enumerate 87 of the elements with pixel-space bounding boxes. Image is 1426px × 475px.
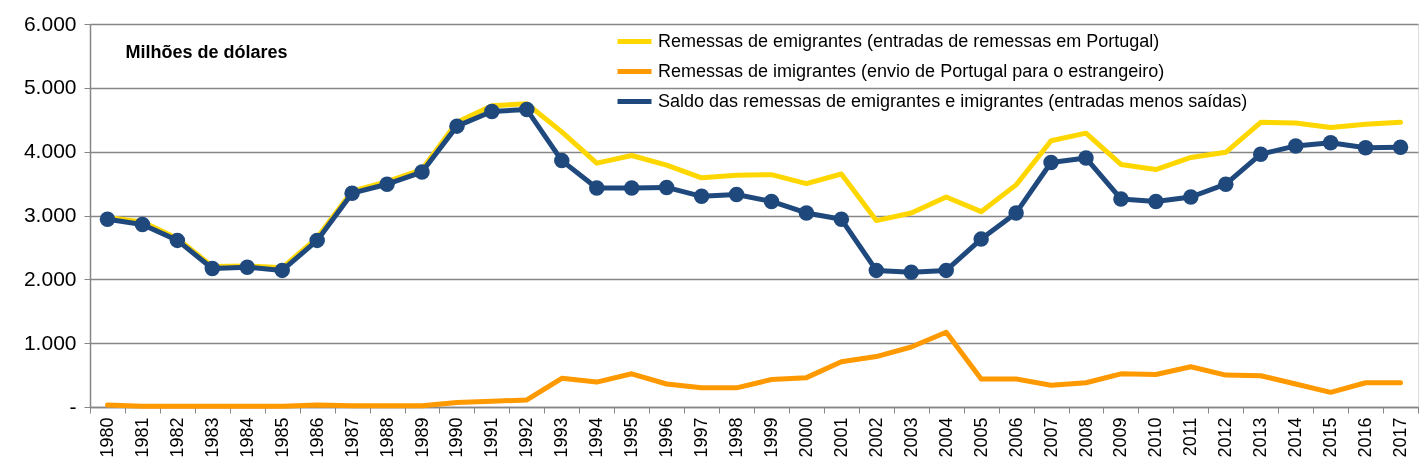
x-tick-label: 2015 [1320, 417, 1341, 458]
x-tick-label: 1982 [166, 417, 187, 458]
point [134, 216, 151, 233]
x-tick-label: 1999 [760, 417, 781, 458]
point [903, 264, 920, 281]
point [1287, 138, 1304, 154]
point [519, 101, 535, 118]
point [1113, 191, 1129, 207]
x-tick-label: 1995 [621, 417, 642, 458]
point [1148, 193, 1164, 210]
x-tick-label: 2013 [1250, 417, 1271, 458]
point [484, 103, 500, 120]
y-tick-label: 4.000 [23, 139, 77, 163]
x-tick-label: 1998 [726, 417, 747, 458]
point [169, 232, 186, 249]
point [728, 186, 745, 203]
x-tick-label: 1993 [551, 417, 572, 458]
point [973, 231, 989, 247]
point [1392, 139, 1409, 155]
y-tick-label: 1.000 [23, 330, 77, 354]
x-tick-label: 1991 [481, 417, 502, 458]
x-tick-label: 2008 [1075, 417, 1096, 458]
x-tick-label: 1981 [131, 417, 152, 458]
point [658, 179, 675, 196]
legend-label: Saldo das remessas de emigrantes e imigrantes (entradas menos saídas) [658, 90, 1248, 111]
x-tick-label: 2011 [1180, 417, 1201, 457]
x-tick-label: 2004 [935, 417, 956, 458]
x-tick-label: 1996 [656, 417, 677, 458]
point [309, 232, 325, 249]
point [1043, 154, 1059, 171]
x-tick-label: 1994 [586, 417, 607, 458]
y-tick-label: 5.000 [23, 75, 77, 99]
y-tick-label: 2.000 [23, 266, 77, 290]
x-tick-label: 1986 [306, 417, 327, 458]
x-tick-label: 2009 [1110, 417, 1131, 458]
point [938, 262, 954, 279]
point [414, 164, 430, 180]
legend-label: Remessas de imigrantes (envio de Portugal para o estrangeiro) [658, 60, 1165, 81]
x-tick-label: 1997 [691, 417, 712, 458]
x-tick-label: 1984 [236, 417, 257, 458]
point [1183, 189, 1199, 205]
x-tick-label: 2007 [1040, 417, 1061, 458]
x-tick-label: 2010 [1145, 417, 1166, 458]
point [449, 118, 465, 134]
point [1078, 150, 1094, 166]
x-tick-label: 1985 [271, 417, 292, 458]
point [554, 152, 570, 169]
point [1218, 176, 1234, 192]
x-tick-label: 1990 [446, 417, 467, 458]
point [204, 260, 221, 277]
point [99, 211, 116, 228]
legend-label: Remessas de emigrantes (entradas de remessas em Portugal) [658, 30, 1160, 51]
y-tick-label: 6.000 [23, 11, 77, 35]
point [379, 176, 395, 192]
point [1322, 135, 1339, 151]
x-tick-label: 1989 [411, 417, 432, 458]
x-tick-label: 2006 [1005, 417, 1026, 458]
y-tick-label: - [69, 394, 77, 418]
x-tick-label: 1987 [341, 417, 362, 458]
point [1008, 205, 1024, 221]
point [763, 193, 780, 210]
y-tick-label: 3.000 [23, 203, 77, 226]
x-tick-label: 1980 [96, 417, 117, 458]
point [1357, 140, 1374, 156]
point [693, 188, 710, 205]
point [623, 180, 640, 196]
point [588, 180, 605, 196]
point [833, 211, 850, 228]
point [1252, 146, 1269, 162]
point [344, 185, 360, 201]
x-tick-label: 1983 [201, 417, 222, 458]
point [868, 262, 885, 279]
point [798, 205, 815, 221]
x-tick-label: 2005 [970, 417, 991, 458]
point [274, 262, 290, 279]
x-tick-label: 1988 [376, 417, 397, 458]
x-tick-label: 2017 [1390, 417, 1411, 458]
x-tick-label: 2000 [795, 417, 816, 458]
x-tick-label: 2002 [865, 417, 886, 458]
point [239, 259, 256, 275]
x-tick-label: 2014 [1285, 417, 1306, 458]
x-tick-label: 1992 [516, 417, 537, 458]
x-tick-label: 2003 [900, 417, 921, 458]
x-tick-label: 2012 [1215, 417, 1236, 458]
x-tick-label: 2001 [830, 417, 851, 458]
y-axis-title: Milhões de dólares [125, 41, 288, 62]
x-tick-label: 2016 [1355, 417, 1376, 458]
